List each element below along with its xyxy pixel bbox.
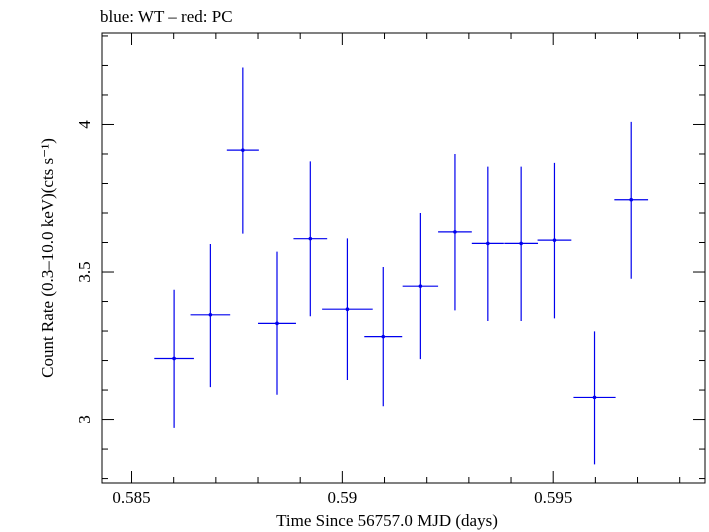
point-marker — [308, 236, 313, 241]
y-tick-label: 4 — [75, 120, 94, 129]
y-tick-label: 3 — [75, 415, 94, 424]
data-point — [322, 238, 373, 381]
axis-ticks — [102, 33, 705, 483]
point-marker — [418, 284, 423, 288]
x-tick-label: 0.595 — [534, 488, 572, 507]
data-point — [258, 251, 296, 395]
data-point — [154, 289, 194, 428]
x-axis-label: Time Since 56757.0 MJD (days) — [276, 511, 498, 530]
y-axis-label: Count Rate (0.3–10.0 keV)(cts s⁻¹) — [38, 138, 57, 378]
data-point — [504, 166, 539, 321]
point-marker — [552, 238, 557, 242]
point-marker — [275, 321, 279, 326]
point-marker — [519, 241, 523, 246]
point-marker — [241, 148, 245, 152]
data-point — [537, 162, 572, 319]
y-tick-label: 3.5 — [75, 261, 94, 282]
data-point — [471, 166, 504, 321]
axis-tick-labels: 0.585 0.59 0.595 3 3.5 4 — [75, 120, 572, 507]
point-marker — [172, 356, 176, 361]
point-marker — [381, 334, 386, 339]
data-point — [614, 121, 649, 279]
data-point — [293, 161, 328, 317]
point-marker — [629, 197, 634, 202]
data-point — [226, 67, 259, 234]
x-tick-label: 0.59 — [327, 488, 357, 507]
data-point — [402, 213, 439, 360]
x-tick-label: 0.585 — [112, 488, 150, 507]
point-marker — [345, 307, 350, 311]
point-marker — [486, 241, 490, 246]
point-marker — [592, 395, 597, 400]
data-points — [154, 67, 649, 465]
data-point — [438, 153, 472, 311]
data-point — [573, 331, 616, 465]
data-point — [364, 267, 403, 407]
plot-frame — [101, 32, 706, 484]
data-point — [190, 243, 231, 388]
point-marker — [453, 230, 457, 234]
point-marker — [208, 313, 213, 317]
chart-title: blue: WT – red: PC — [100, 7, 233, 26]
